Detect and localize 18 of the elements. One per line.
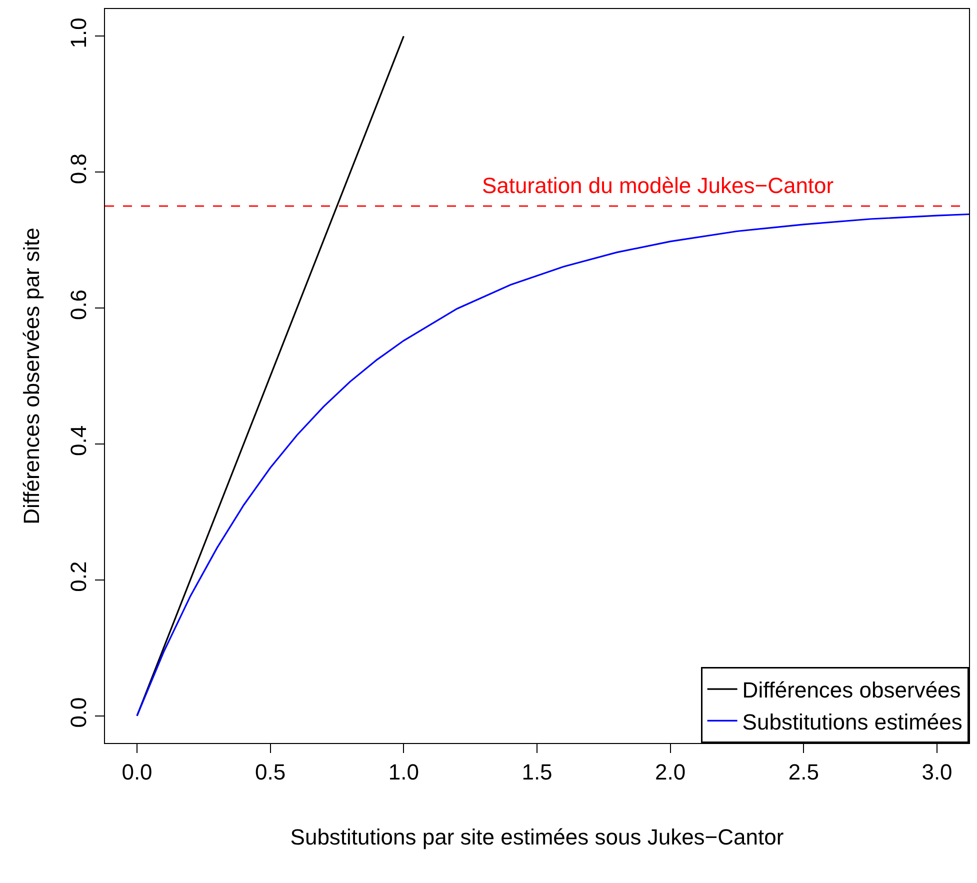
x-tick-label: 2.5 bbox=[788, 760, 819, 785]
y-tick-label: 0.0 bbox=[66, 697, 92, 728]
x-tick-label: 3.0 bbox=[922, 760, 952, 785]
x-tick-label: 1.5 bbox=[522, 760, 552, 785]
x-tick-label: 2.0 bbox=[655, 760, 686, 785]
x-axis-title: Substitutions par site estimées sous Jukes−Cantor bbox=[290, 824, 784, 850]
y-tick-label: 1.0 bbox=[66, 18, 92, 48]
y-axis-title: Différences observées par site bbox=[18, 228, 44, 524]
y-tick-label: 0.6 bbox=[66, 289, 92, 320]
y-tick-label: 0.2 bbox=[66, 561, 92, 592]
x-tick-label: 0.0 bbox=[122, 760, 152, 785]
ref-line-label: Saturation du modèle Jukes−Cantor bbox=[482, 173, 834, 198]
legend-label: Différences observées bbox=[742, 678, 961, 703]
x-tick-label: 1.0 bbox=[388, 760, 419, 785]
legend-label: Substitutions estimées bbox=[742, 709, 962, 734]
x-tick-label: 0.5 bbox=[255, 760, 286, 785]
y-tick-label: 0.4 bbox=[66, 425, 92, 456]
y-tick-label: 0.8 bbox=[66, 154, 92, 184]
